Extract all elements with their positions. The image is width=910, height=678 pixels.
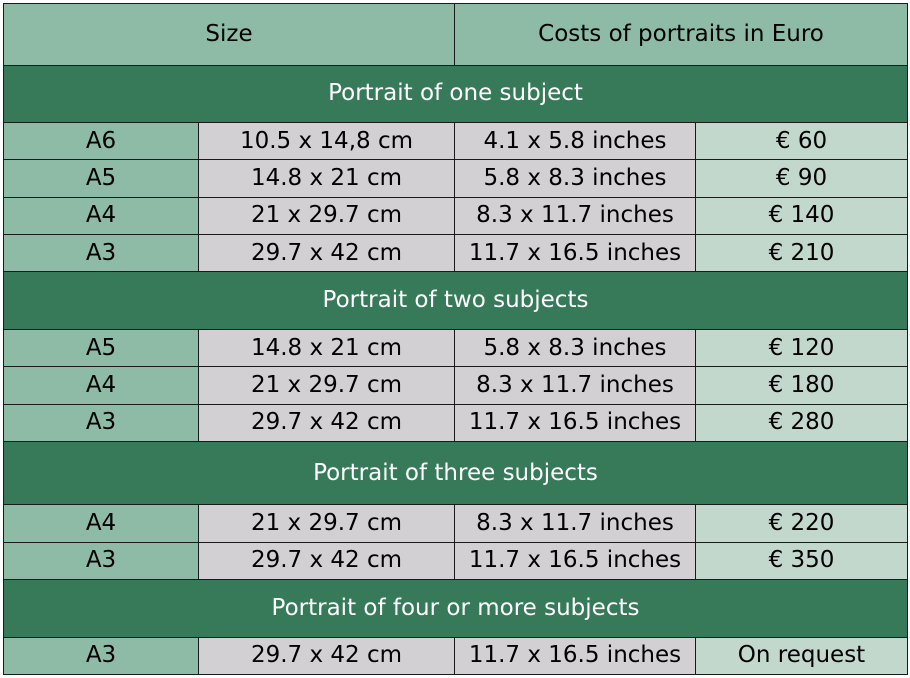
size-cell: A3 — [3, 403, 199, 442]
cm-cell: 10.5 x 14,8 cm — [198, 122, 455, 161]
inches-cell: 11.7 x 16.5 inches — [454, 636, 696, 676]
price-cell: € 120 — [695, 328, 908, 368]
section-title: Portrait of two subjects — [3, 271, 908, 330]
cm-cell: 14.8 x 21 cm — [198, 328, 455, 368]
size-cell: A3 — [3, 541, 199, 581]
section-header-row: Portrait of three subjects — [3, 440, 908, 506]
table-row: A3 29.7 x 42 cm 11.7 x 16.5 inches € 280 — [3, 403, 908, 442]
table-row: A4 21 x 29.7 cm 8.3 x 11.7 inches € 180 — [3, 366, 908, 405]
price-cell: € 220 — [695, 504, 908, 543]
cm-cell: 21 x 29.7 cm — [198, 366, 455, 405]
section-title: Portrait of one subject — [3, 64, 908, 124]
cm-cell: 29.7 x 42 cm — [198, 636, 455, 676]
table-row: A3 29.7 x 42 cm 11.7 x 16.5 inches € 350 — [3, 541, 908, 581]
inches-cell: 8.3 x 11.7 inches — [454, 196, 696, 236]
cm-cell: 21 x 29.7 cm — [198, 196, 455, 236]
inches-cell: 5.8 x 8.3 inches — [454, 159, 696, 198]
table-row: A4 21 x 29.7 cm 8.3 x 11.7 inches € 140 — [3, 196, 908, 236]
price-cell: € 350 — [695, 541, 908, 581]
size-cell: A5 — [3, 328, 199, 368]
inches-cell: 5.8 x 8.3 inches — [454, 328, 696, 368]
inches-cell: 11.7 x 16.5 inches — [454, 541, 696, 581]
inches-cell: 8.3 x 11.7 inches — [454, 504, 696, 543]
size-cell: A5 — [3, 159, 199, 198]
price-cell: € 280 — [695, 403, 908, 442]
size-cell: A4 — [3, 504, 199, 543]
cm-cell: 21 x 29.7 cm — [198, 504, 455, 543]
inches-cell: 4.1 x 5.8 inches — [454, 122, 696, 161]
section-header-row: Portrait of four or more subjects — [3, 579, 908, 638]
price-cell: € 60 — [695, 122, 908, 161]
size-cell: A3 — [3, 636, 199, 676]
costs-column-header: Costs of portraits in Euro — [454, 3, 908, 66]
inches-cell: 11.7 x 16.5 inches — [454, 234, 696, 273]
table-header-row: Size Costs of portraits in Euro — [3, 3, 908, 66]
table-row: A5 14.8 x 21 cm 5.8 x 8.3 inches € 120 — [3, 328, 908, 368]
section-header-row: Portrait of one subject — [3, 64, 908, 124]
cm-cell: 14.8 x 21 cm — [198, 159, 455, 198]
table-row: A5 14.8 x 21 cm 5.8 x 8.3 inches € 90 — [3, 159, 908, 198]
price-cell: € 140 — [695, 196, 908, 236]
inches-cell: 11.7 x 16.5 inches — [454, 403, 696, 442]
price-cell: On request — [695, 636, 908, 676]
section-header-row: Portrait of two subjects — [3, 271, 908, 330]
size-cell: A4 — [3, 196, 199, 236]
inches-cell: 8.3 x 11.7 inches — [454, 366, 696, 405]
table-row: A3 29.7 x 42 cm 11.7 x 16.5 inches On re… — [3, 636, 908, 676]
size-cell: A3 — [3, 234, 199, 273]
section-title: Portrait of four or more subjects — [3, 579, 908, 638]
size-cell: A4 — [3, 366, 199, 405]
price-cell: € 180 — [695, 366, 908, 405]
table-row: A6 10.5 x 14,8 cm 4.1 x 5.8 inches € 60 — [3, 122, 908, 161]
table-row: A3 29.7 x 42 cm 11.7 x 16.5 inches € 210 — [3, 234, 908, 273]
price-cell: € 210 — [695, 234, 908, 273]
table-row: A4 21 x 29.7 cm 8.3 x 11.7 inches € 220 — [3, 504, 908, 543]
size-column-header: Size — [3, 3, 455, 66]
cm-cell: 29.7 x 42 cm — [198, 541, 455, 581]
cm-cell: 29.7 x 42 cm — [198, 403, 455, 442]
size-cell: A6 — [3, 122, 199, 161]
portrait-price-table: Size Costs of portraits in Euro Portrait… — [3, 3, 908, 676]
price-cell: € 90 — [695, 159, 908, 198]
cm-cell: 29.7 x 42 cm — [198, 234, 455, 273]
section-title: Portrait of three subjects — [3, 440, 908, 506]
